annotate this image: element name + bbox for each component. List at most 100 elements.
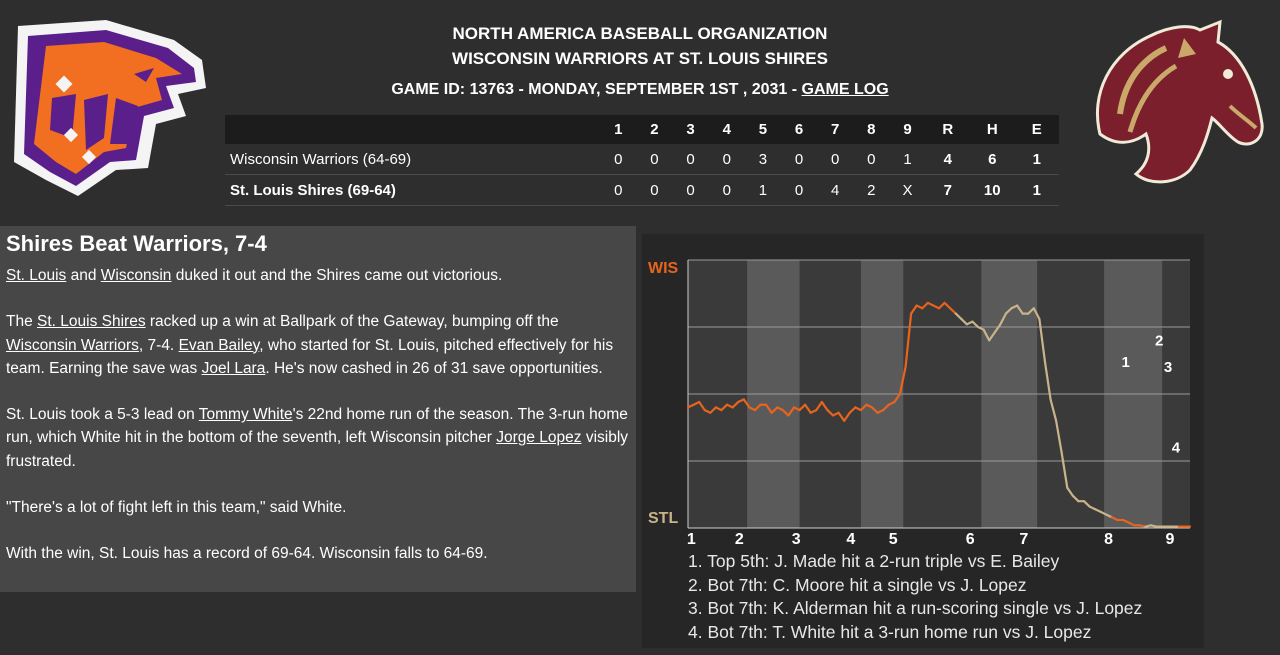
win-prob-line-segment	[720, 403, 729, 412]
runs-total: 7	[925, 174, 970, 206]
event-marker-label: 1	[1121, 354, 1129, 371]
tommy-white-link[interactable]: Tommy White	[198, 406, 293, 424]
inning-score: 2	[853, 174, 890, 206]
inning-header: 9	[889, 115, 926, 144]
inning-score: 0	[636, 174, 673, 206]
text: , 7-4.	[138, 336, 179, 354]
win-prob-line-segment	[826, 408, 835, 417]
inning-tick-label: 2	[735, 531, 744, 548]
key-event: 2. Bot 7th: C. Moore hit a single vs J. …	[688, 574, 1027, 595]
win-prob-line-segment	[999, 312, 1008, 326]
game-recap: Shires Beat Warriors, 7-4 St. Louis and …	[0, 226, 636, 592]
text: St. Louis took a 5-3 lead on	[6, 406, 199, 424]
inning-score: 0	[600, 174, 637, 206]
win-prob-line-segment	[843, 411, 851, 422]
text: racked up a win at Ballpark of the Gatew…	[145, 313, 559, 331]
recap-paragraph: The St. Louis Shires racked up a win at …	[6, 310, 630, 380]
hits-header: H	[969, 115, 1015, 144]
win-prob-line-segment	[781, 408, 790, 417]
win-prob-line-segment	[949, 307, 957, 315]
game-id-date: GAME ID: 13763 - MONDAY, SEPTEMBER 1ST ,…	[391, 81, 802, 98]
recap-paragraph: With the win, St. Louis has a record of …	[6, 545, 488, 563]
win-prob-line-segment	[798, 403, 807, 412]
win-prob-line-segment	[1055, 419, 1063, 455]
runs-header: R	[925, 115, 970, 144]
win-prob-line-segment	[1082, 500, 1091, 508]
stl-axis-label: STL	[648, 510, 678, 527]
inning-tick-label: 5	[889, 531, 898, 548]
game-info: GAME ID: 13763 - MONDAY, SEPTEMBER 1ST ,…	[0, 81, 1280, 99]
inning-tick-label: 4	[846, 531, 855, 548]
inning-score: 0	[708, 144, 745, 175]
recap-paragraph: St. Louis took a 5-3 lead on Tommy White…	[6, 403, 630, 473]
inning-header: 3	[672, 115, 709, 144]
jorge-lopez-link[interactable]: Jorge Lopez	[496, 429, 582, 447]
inning-score: 1	[744, 174, 781, 206]
runs-total: 4	[925, 144, 970, 175]
inning-header: 1	[600, 115, 637, 144]
inning-tick-label: 3	[792, 531, 801, 548]
win-prob-line-segment	[753, 403, 762, 412]
matchup-title: WISCONSIN WARRIORS AT ST. LOUIS SHIRES	[452, 49, 828, 68]
win-prob-line-segment	[698, 400, 706, 412]
errors-total: 1	[1014, 174, 1059, 206]
win-prob-line-segment	[898, 366, 907, 396]
win-prob-line-segment	[870, 406, 879, 414]
win-prob-line-segment	[1071, 494, 1080, 503]
event-marker-label: 4	[1172, 440, 1181, 457]
win-prob-line-segment	[882, 403, 890, 412]
win-prob-line-segment	[815, 400, 823, 412]
key-events-list: 1. Top 5th: J. Made hit a 2-run triple v…	[688, 550, 1142, 644]
st-louis-link[interactable]: St. Louis	[6, 267, 67, 284]
win-prob-line-segment	[804, 403, 812, 414]
win-prob-line-segment	[893, 392, 902, 404]
st-louis-shires-horse-logo-icon	[1095, 19, 1264, 184]
inning-tick-label: 9	[1165, 531, 1174, 548]
hits-total: 10	[969, 174, 1015, 206]
inning-score: 0	[853, 144, 890, 175]
inning-score: 0	[708, 174, 745, 206]
inning-score: 0	[672, 144, 709, 175]
linescore-row-home: St. Louis Shires (69-64) 0 0 0 0 1 0 4 2…	[225, 174, 1059, 206]
win-prob-line-segment	[910, 304, 918, 315]
text: and	[66, 267, 101, 284]
win-prob-line-segment	[848, 406, 857, 414]
inning-tick-label: 7	[1019, 531, 1028, 548]
win-prob-line-segment	[954, 312, 963, 321]
win-prob-line-segment	[787, 406, 796, 417]
inning-header: 7	[817, 115, 854, 144]
text: . He's now cashed in 26 of 31 save oppor…	[265, 359, 603, 377]
inning-score: X	[889, 174, 926, 206]
evan-bailey-link[interactable]: Evan Bailey	[178, 336, 260, 354]
win-prob-line-segment	[943, 301, 952, 310]
recap-headline: Shires Beat Warriors, 7-4	[6, 231, 267, 256]
inning-score: 0	[672, 174, 709, 206]
joel-lara-link[interactable]: Joel Lara	[201, 359, 266, 377]
win-prob-line-segment	[1004, 307, 1013, 315]
win-prob-line-segment	[937, 301, 946, 310]
team-name: St. Louis Shires (69-64)	[225, 174, 601, 206]
key-event: 1. Top 5th: J. Made hit a 2-run triple v…	[688, 551, 1060, 571]
win-prob-line-segment	[837, 411, 846, 422]
inning-score: 0	[636, 144, 673, 175]
key-event: 4. Bot 7th: T. White hit a 3-run home ru…	[688, 621, 1092, 642]
inning-tick-label: 8	[1104, 531, 1113, 548]
win-prob-line-segment	[1038, 317, 1047, 363]
wisconsin-warriors-link[interactable]: Wisconsin Warriors	[6, 336, 139, 354]
win-prob-line-segment	[1049, 398, 1058, 422]
key-event: 3. Bot 7th: K. Alderman hit a run-scorin…	[688, 598, 1143, 618]
linescore-header-row: 1 2 3 4 5 6 7 8 9 R H E	[225, 115, 1059, 144]
win-prob-line-segment	[731, 400, 740, 409]
wisconsin-link[interactable]: Wisconsin	[100, 267, 172, 284]
league-title: NORTH AMERICA BASEBALL ORGANIZATION	[452, 24, 828, 43]
text: , who started for St. Louis, pitched eff…	[6, 336, 614, 377]
errors-header: E	[1014, 115, 1059, 144]
game-log-link[interactable]: GAME LOG	[801, 81, 889, 98]
inning-header: 6	[780, 115, 818, 144]
text: duked it out and the Shires came out vic…	[171, 267, 503, 284]
recap-quote: "There's a lot of fight left in this tea…	[6, 499, 347, 517]
linescore-table: 1 2 3 4 5 6 7 8 9 R H E Wisconsin Warrio…	[225, 115, 1059, 206]
win-prob-line-segment	[1015, 304, 1024, 315]
st-louis-shires-link[interactable]: St. Louis Shires	[37, 313, 146, 331]
win-prob-line-segment	[820, 400, 829, 412]
